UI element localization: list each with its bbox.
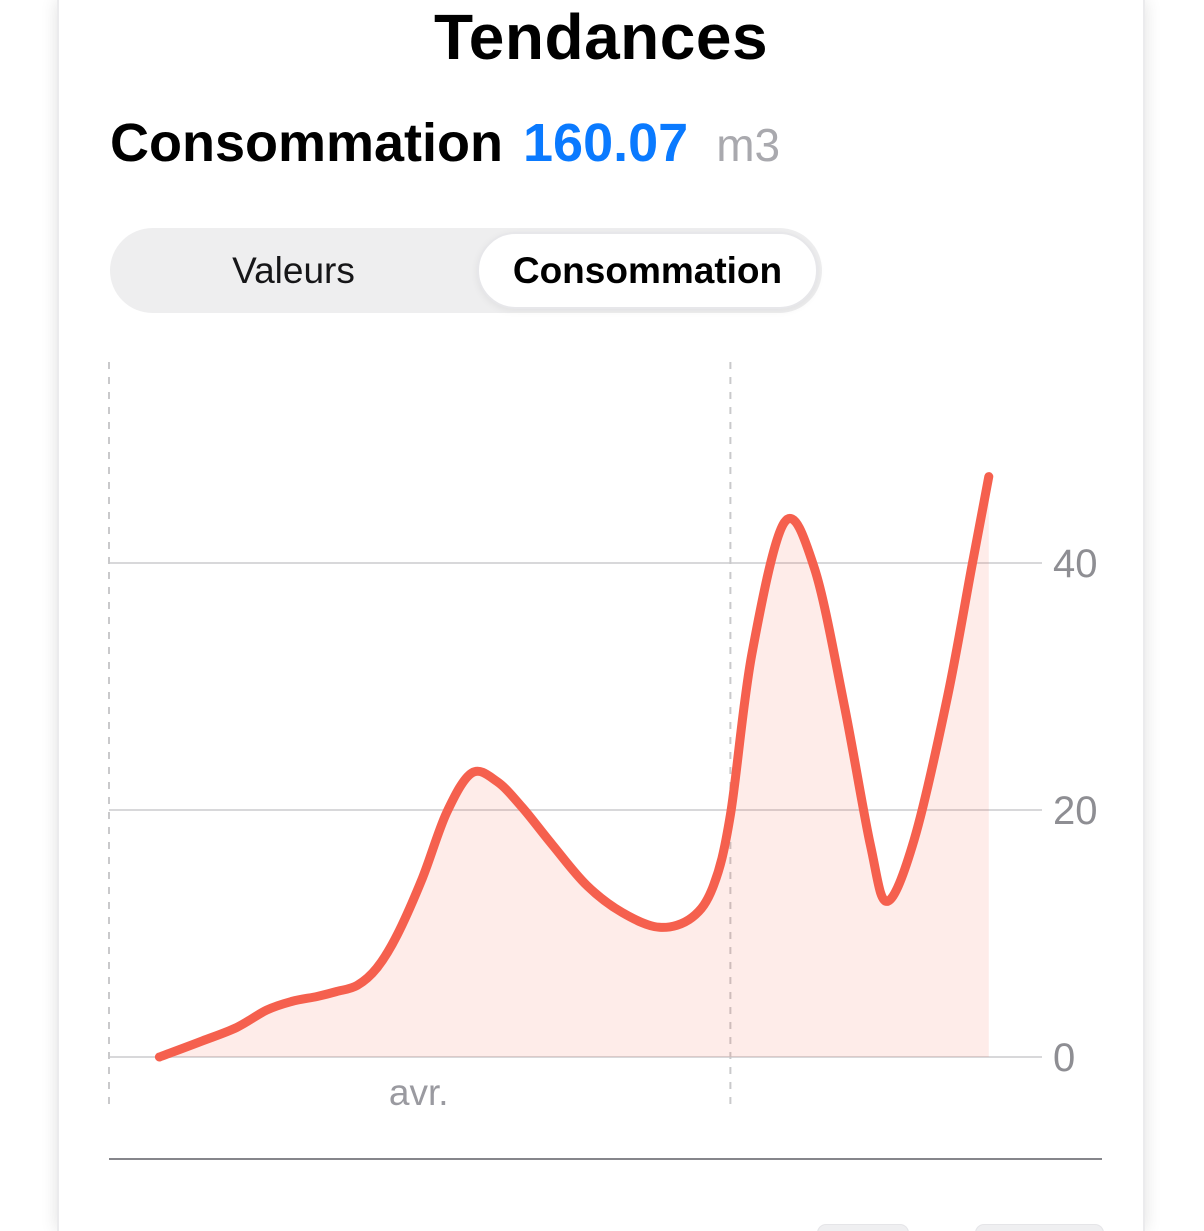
chart-area-fill: [159, 476, 989, 1058]
metric-unit: m3: [716, 119, 781, 171]
chart-line: [154, 472, 994, 1062]
consumption-chart[interactable]: 0 20 40 avr.: [59, 350, 1147, 1140]
metric-label: Consommation: [110, 113, 504, 173]
chart-axis-labels: 0 20 40 avr.: [389, 542, 1098, 1113]
chart-gridlines: [109, 562, 1042, 1058]
segmented-control: Valeurs Consommation: [110, 228, 822, 313]
page-title: Tendances: [433, 1, 769, 73]
tab-valeurs[interactable]: Valeurs: [232, 249, 355, 291]
chart-month-boundaries: [108, 362, 732, 1110]
trends-card: Tendances Consommation 160.07 m3 Valeurs…: [57, 0, 1145, 1231]
svg-text:0: 0: [1053, 1036, 1075, 1080]
bottom-peek-button[interactable]: [975, 1224, 1104, 1231]
section-divider: [109, 1158, 1102, 1160]
bottom-peek-button[interactable]: [817, 1224, 909, 1231]
svg-text:avr.: avr.: [389, 1072, 449, 1113]
consumption-metric: Consommation 160.07 m3: [110, 112, 780, 174]
metric-value: 160.07: [523, 113, 689, 173]
svg-text:20: 20: [1053, 789, 1098, 833]
svg-text:40: 40: [1053, 542, 1098, 586]
tab-consommation[interactable]: Consommation: [477, 232, 818, 309]
